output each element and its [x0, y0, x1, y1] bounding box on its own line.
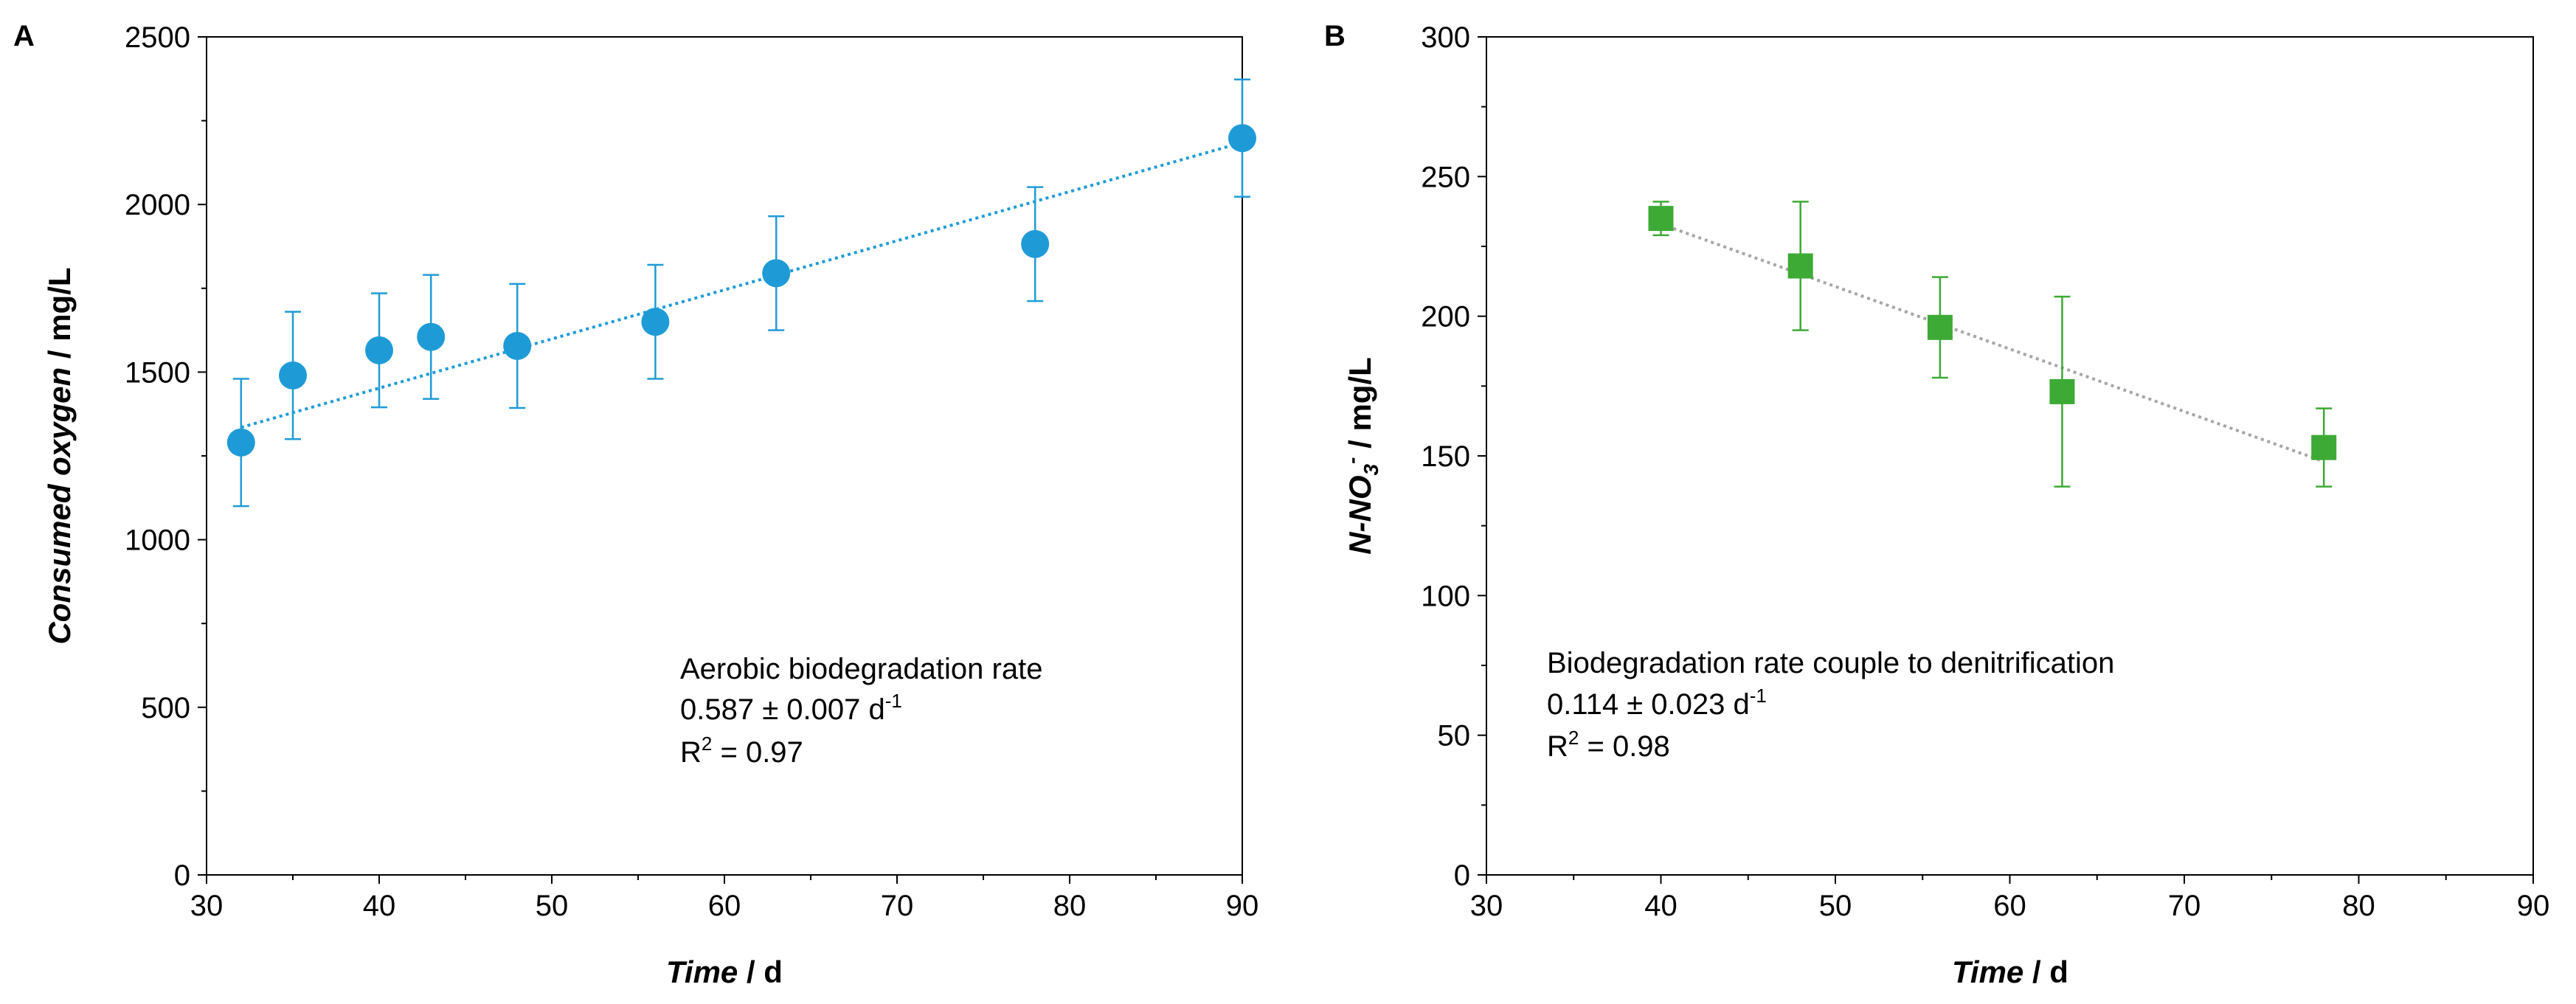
panel-b-x-tick-label: 60 — [1993, 890, 2026, 922]
panel-b-data-point — [1927, 314, 1953, 340]
panel-a-trendline-group — [240, 141, 1243, 429]
panel-b-y-tick-label: 200 — [1421, 301, 1470, 333]
panel-b-y-axis-label-subscript: 3 — [1360, 463, 1382, 475]
panel-b-y-ticks: 0 50 100 150 200 250 300 — [1421, 21, 1486, 892]
panel-b-rate-value: 0.114 ± 0.023 d — [1547, 688, 1750, 721]
panel-b-r-symbol: R — [1547, 730, 1568, 763]
panel-b-data-point — [2049, 378, 2075, 404]
panel-a-data-point — [365, 336, 393, 364]
panel-a-error-bars — [232, 78, 1250, 508]
panel-a-x-axis-label-unit: / d — [738, 955, 783, 989]
panel-b-x-tick-label: 80 — [2342, 890, 2375, 922]
panel-a-x-axis-label: Time / d — [666, 955, 783, 989]
panel-b-annotation-line3: R2 = 0.98 — [1547, 727, 1670, 763]
panel-a-x-tick-label: 30 — [190, 890, 224, 922]
panel-b-trendline — [1660, 222, 2324, 463]
panel-a-rate-unit-exponent: -1 — [885, 690, 902, 712]
panel-a-y-tick-label: 2500 — [125, 21, 190, 54]
panel-b-data-point — [1787, 253, 1813, 279]
panel-a-x-tick-label: 50 — [536, 890, 569, 922]
panel-b-x-tick-label: 50 — [1819, 890, 1852, 922]
panel-b-y-tick-label: 250 — [1421, 161, 1470, 193]
panel-b-x-tick-label: 70 — [2168, 890, 2201, 922]
panel-b-data-point — [1648, 206, 1674, 232]
panel-a-y-tick-label: 2000 — [125, 189, 190, 221]
panel-b-y-axis-label-superscript: - — [1340, 457, 1363, 464]
panel-b-y-axis-label-unit: / mg/L — [1343, 357, 1377, 457]
panel-a-x-tick-label: 60 — [708, 890, 741, 922]
panel-b-annotation-line2: 0.114 ± 0.023 d-1 — [1547, 685, 1767, 721]
panel-b-x-axis-label: Time / d — [1952, 955, 2068, 989]
panel-a-data-points — [226, 124, 1256, 457]
panel-b-label: B — [1324, 20, 1346, 52]
panel-a-data-point — [1228, 124, 1256, 153]
panel-a-data-point — [503, 331, 532, 360]
panel-a-x-tick-label: 90 — [1226, 890, 1259, 922]
panel-b-r-squared-value: = 0.98 — [1579, 730, 1669, 763]
panel-a-x-ticks: 30 40 50 60 70 80 90 — [190, 875, 1259, 922]
panel-b: B 0 50 100 150 200 250 300 30 40 50 60 70 80 90 Biod… — [1324, 20, 2549, 989]
panel-a-label: A — [13, 20, 35, 52]
panel-a-r-exponent: 2 — [702, 733, 712, 755]
panel-a-data-point — [226, 428, 255, 457]
panel-b-x-axis-label-unit: / d — [2023, 955, 2068, 989]
panel-a-r-squared-value: = 0.97 — [712, 736, 803, 769]
panel-b-y-axis-label-italic: N-NO — [1343, 475, 1377, 554]
panel-a-data-point — [641, 308, 670, 336]
panel-a-data-point — [417, 322, 446, 351]
panel-a-data-point — [279, 361, 307, 390]
panel-a-trendline — [240, 141, 1243, 429]
panel-b-rate-unit-exponent: -1 — [1750, 685, 1767, 707]
panel-a-y-tick-label: 0 — [174, 859, 190, 892]
panel-a-y-axis-label-unit: / mg/L — [42, 267, 77, 367]
panel-a-annotation-line3: R2 = 0.97 — [680, 733, 803, 769]
panel-b-x-tick-label: 90 — [2517, 890, 2550, 922]
panel-b-x-tick-label: 40 — [1644, 890, 1677, 922]
panel-b-r-exponent: 2 — [1568, 727, 1579, 749]
panel-a-y-tick-label: 1500 — [125, 356, 190, 389]
panel-b-y-tick-label: 50 — [1438, 720, 1471, 752]
panel-b-annotation-line1: Biodegradation rate couple to denitrific… — [1547, 647, 2114, 679]
panel-a-y-axis-label-italic: Consumed oxygen — [42, 367, 77, 645]
panel-a-annotation-line2: 0.587 ± 0.007 d-1 — [680, 690, 902, 726]
panel-a-x-tick-label: 70 — [881, 890, 914, 922]
panel-a-annotation-line1: Aerobic biodegradation rate — [680, 653, 1042, 685]
panel-b-data-points — [1648, 206, 2337, 460]
panel-a-data-point — [1021, 229, 1050, 258]
panel-b-y-tick-label: 0 — [1454, 859, 1470, 892]
panel-a-y-ticks: 0 500 1000 1500 2000 2500 — [125, 21, 207, 892]
panel-b-x-axis-label-italic: Time — [1952, 955, 2023, 989]
panel-a-data-point — [762, 259, 791, 288]
panel-a-x-axis-label-italic: Time — [666, 955, 738, 989]
panel-b-x-tick-label: 30 — [1470, 890, 1503, 922]
panel-a-y-tick-label: 500 — [141, 692, 190, 724]
panel-b-data-point — [2311, 435, 2337, 460]
panel-b-trendline-group — [1660, 222, 2324, 463]
panel-a-x-tick-label: 40 — [363, 890, 396, 922]
panel-a: A 0 500 1000 1500 2000 2500 30 40 50 60 70 80 90 Ae… — [13, 20, 1258, 989]
panel-b-y-tick-label: 300 — [1421, 21, 1470, 54]
panel-b-y-tick-label: 150 — [1421, 440, 1470, 473]
panel-a-r-symbol: R — [680, 736, 702, 769]
panel-a-y-axis-label: Consumed oxygen / mg/L — [42, 267, 77, 644]
panel-b-y-axis-label: N-NO3- / mg/L — [1340, 357, 1382, 555]
panel-a-y-tick-label: 1000 — [125, 524, 190, 557]
panel-a-rate-value: 0.587 ± 0.007 d — [680, 693, 885, 726]
panel-a-x-tick-label: 80 — [1053, 890, 1087, 922]
panel-b-y-tick-label: 100 — [1421, 580, 1470, 612]
panel-b-x-ticks: 30 40 50 60 70 80 90 — [1470, 875, 2550, 922]
